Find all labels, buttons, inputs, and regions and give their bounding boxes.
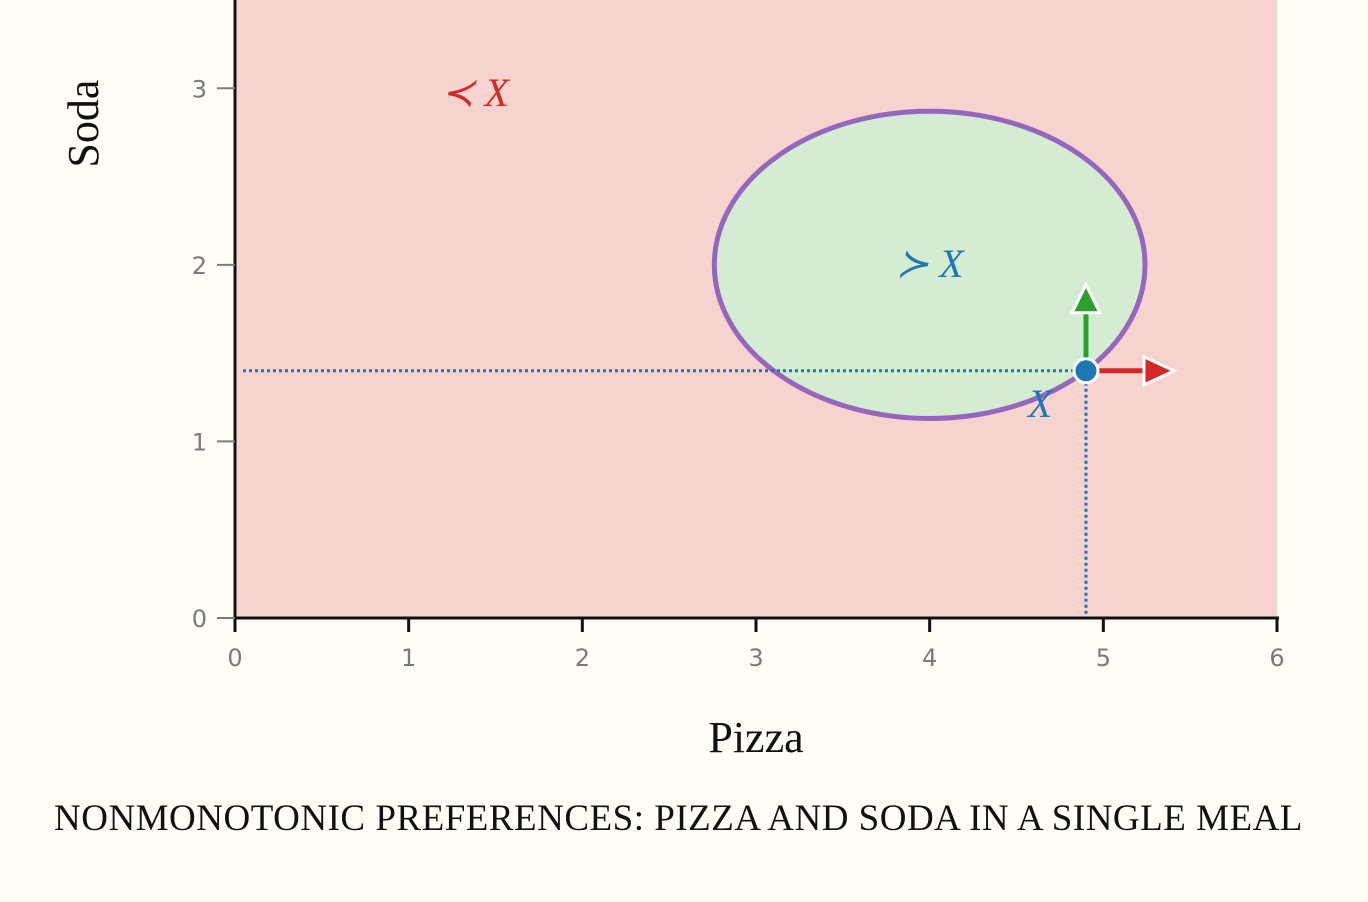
x-tick-label: 2 [575,644,590,672]
y-tick-label: 1 [192,428,207,456]
y-tick-label: 2 [192,252,207,280]
y-ticks: 0 1 2 3 [192,75,235,633]
x-tick-label: 0 [227,644,242,672]
preference-chart: 0 1 2 3 4 5 6 0 1 2 3 X ≻ X ≺ X Pizza Soda [59,0,1285,762]
worse-set-label: ≺ X [441,70,511,115]
point-label: X [1026,381,1054,426]
bundle-point [1072,357,1100,385]
x-tick-label: 3 [748,644,763,672]
x-tick-label: 6 [1269,644,1284,672]
x-tick-label: 1 [401,644,416,672]
x-tick-label: 4 [922,644,937,672]
x-ticks: 0 1 2 3 4 5 6 [227,618,1285,672]
y-axis-title: Soda [59,80,108,168]
up-arrow-head [1069,281,1103,315]
right-arrow-head [1142,354,1178,388]
arrows-group [1069,281,1178,388]
x-tick-label: 5 [1096,644,1111,672]
y-tick-label: 3 [192,75,207,103]
better-set-label: ≻ X [896,241,966,286]
y-tick-label: 0 [192,605,207,633]
x-axis-title: Pizza [708,713,803,762]
better-set-ellipse [711,108,1148,421]
figure-caption: NONMONOTONIC PREFERENCES: PIZZA AND SODA… [54,798,1303,839]
